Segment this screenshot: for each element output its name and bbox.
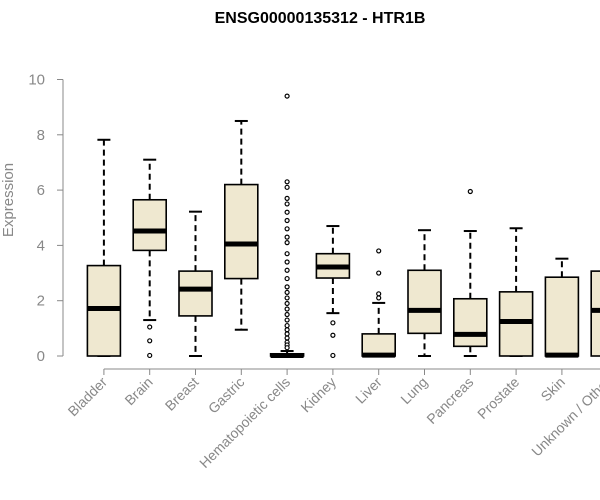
box-body bbox=[544, 276, 580, 357]
box-unknown-other bbox=[590, 270, 600, 357]
box-body bbox=[224, 183, 259, 280]
outlier-point bbox=[284, 275, 290, 282]
outlier-point bbox=[147, 324, 153, 330]
x-tick-label: Gastric bbox=[205, 374, 248, 417]
box-body bbox=[132, 198, 167, 252]
x-tick-label: Pancreas bbox=[423, 374, 476, 427]
outlier-point bbox=[284, 259, 290, 265]
outlier-point bbox=[284, 331, 290, 337]
outlier-point bbox=[330, 320, 336, 326]
box-body bbox=[590, 270, 600, 357]
outlier-point bbox=[284, 240, 290, 246]
outlier-point bbox=[284, 322, 290, 329]
outlier-point bbox=[284, 300, 290, 307]
outlier-point bbox=[284, 234, 290, 240]
outlier-point bbox=[284, 217, 290, 224]
outlier-point bbox=[284, 335, 290, 341]
chart-title: ENSG00000135312 - HTR1B bbox=[215, 10, 426, 27]
box-kidney bbox=[315, 225, 351, 359]
box-body bbox=[178, 270, 213, 317]
box-bladder bbox=[86, 138, 122, 357]
x-tick-label: Skin bbox=[537, 374, 568, 405]
box-body bbox=[407, 269, 442, 335]
box-hematopoietic-cells bbox=[269, 93, 305, 358]
y-tick-label: 0 bbox=[37, 348, 45, 365]
box-breast bbox=[178, 210, 213, 357]
box-body bbox=[452, 297, 488, 348]
x-tick-label: Breast bbox=[162, 374, 202, 414]
outlier-point bbox=[284, 306, 290, 312]
box-pancreas bbox=[452, 188, 488, 357]
outlier-point bbox=[147, 352, 153, 359]
outlier-point bbox=[284, 226, 290, 232]
y-tick-label: 2 bbox=[37, 293, 45, 310]
y-tick-label: 6 bbox=[37, 182, 45, 199]
outlier-point bbox=[330, 332, 336, 338]
x-tick-label: Kidney bbox=[297, 374, 339, 416]
boxes bbox=[86, 93, 600, 359]
outlier-point bbox=[284, 251, 290, 257]
outlier-point bbox=[284, 317, 290, 323]
outlier-point bbox=[284, 284, 290, 290]
outlier-point bbox=[376, 248, 382, 254]
y-tick-label: 8 bbox=[37, 127, 45, 144]
outlier-point bbox=[284, 184, 290, 190]
outlier-point bbox=[147, 338, 153, 344]
x-tick-label: Brain bbox=[121, 374, 155, 408]
outlier-point bbox=[284, 179, 290, 185]
box-prostate bbox=[498, 227, 534, 357]
x-tick-label: Liver bbox=[352, 374, 385, 407]
outlier-point bbox=[284, 201, 290, 207]
box-liver bbox=[361, 248, 397, 358]
x-tick-label: Prostate bbox=[474, 374, 522, 422]
box-lung bbox=[407, 229, 442, 357]
y-tick-label: 10 bbox=[28, 72, 45, 89]
outlier-point bbox=[284, 93, 290, 99]
box-gastric bbox=[224, 119, 259, 331]
outlier-point bbox=[376, 295, 382, 301]
x-tick-label: Lung bbox=[397, 374, 430, 407]
outlier-point bbox=[284, 311, 290, 318]
outlier-point bbox=[284, 327, 290, 333]
outlier-point bbox=[376, 291, 382, 297]
y-axis: 0 2 4 6 8 10 bbox=[28, 72, 64, 365]
y-tick-label: 4 bbox=[37, 237, 45, 254]
box-skin bbox=[544, 257, 580, 358]
outlier-point bbox=[376, 270, 382, 276]
outlier-point bbox=[284, 345, 290, 351]
outlier-point bbox=[284, 209, 290, 215]
outlier-point bbox=[330, 352, 336, 359]
outlier-point bbox=[284, 267, 290, 273]
x-tick-label: Bladder bbox=[65, 374, 111, 420]
y-axis-label: Expression bbox=[0, 163, 17, 237]
outlier-point bbox=[467, 188, 473, 195]
outlier-point bbox=[284, 195, 290, 201]
outlier-point bbox=[284, 295, 290, 301]
box-brain bbox=[132, 158, 167, 359]
x-tick-label: Hematopoietic cells bbox=[196, 374, 293, 471]
outlier-point bbox=[284, 289, 290, 296]
